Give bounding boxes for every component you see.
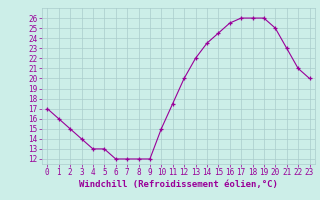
X-axis label: Windchill (Refroidissement éolien,°C): Windchill (Refroidissement éolien,°C) [79,180,278,189]
